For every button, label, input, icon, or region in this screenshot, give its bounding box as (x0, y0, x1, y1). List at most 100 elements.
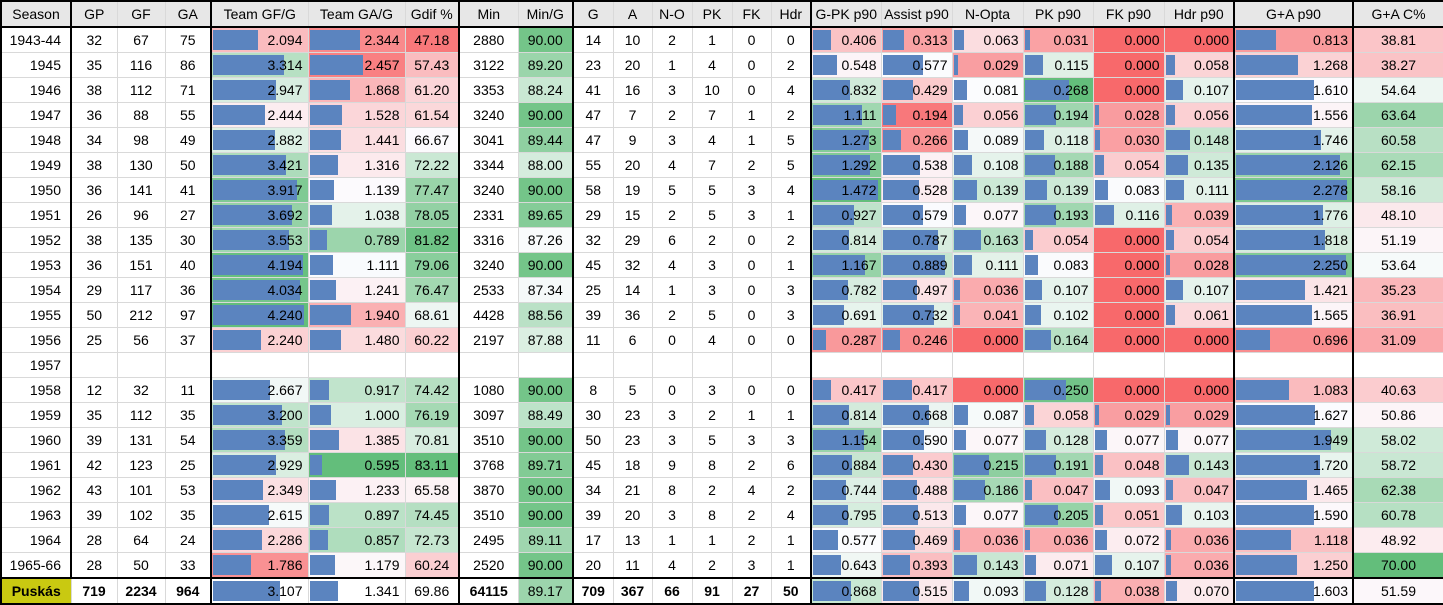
cell-hdr[interactable] (770, 352, 812, 378)
cell-hdr[interactable]: 2 (770, 52, 812, 78)
cell-hdr-p90[interactable]: 0.028 (1163, 252, 1235, 278)
cell-pk-p90[interactable]: 0.107 (1022, 277, 1094, 303)
cell-hdr[interactable]: 5 (770, 152, 812, 178)
cell-n-o[interactable]: 9 (651, 452, 693, 478)
cell-gf[interactable]: 32 (116, 377, 166, 403)
cell-min[interactable]: 3870 (458, 477, 519, 503)
cell-n-opta[interactable]: 0.036 (951, 527, 1024, 553)
cell-n-opta[interactable]: 0.087 (951, 402, 1024, 428)
cell-ga[interactable]: 35 (164, 502, 212, 528)
cell-fk-p90[interactable]: 0.000 (1092, 302, 1165, 328)
cell-pk-p90[interactable]: 0.164 (1022, 327, 1094, 353)
cell-ga-p90[interactable]: 1.083 (1233, 377, 1354, 403)
cell-n-opta[interactable]: 0.077 (951, 427, 1024, 453)
cell-ga-p90[interactable]: 2.126 (1233, 152, 1354, 178)
cell-min[interactable]: 1080 (458, 377, 519, 403)
cell-ga-p90[interactable] (1233, 352, 1354, 378)
cell-assist-p90[interactable]: 0.889 (880, 252, 953, 278)
cell-gp[interactable]: 36 (70, 177, 118, 203)
header-gdif-pct[interactable]: Gdif % (404, 0, 460, 28)
cell-hdr[interactable]: 3 (770, 427, 812, 453)
cell-season[interactable]: 1961 (0, 452, 72, 478)
cell-season[interactable]: 1956 (0, 327, 72, 353)
cell-pk-p90[interactable]: 0.036 (1022, 527, 1094, 553)
cell-team-gfg[interactable]: 3.421 (210, 152, 309, 178)
cell-pk[interactable]: 3 (691, 377, 733, 403)
cell-ga-p90[interactable]: 1.776 (1233, 202, 1354, 228)
cell-ga-c-pct[interactable]: 31.09 (1352, 327, 1443, 353)
cell-gp[interactable]: 34 (70, 127, 118, 153)
cell-fk[interactable]: 0 (731, 377, 772, 403)
cell-min-g[interactable]: 90.00 (517, 177, 574, 203)
cell-min-g[interactable]: 87.26 (517, 227, 574, 253)
cell-pk[interactable]: 5 (691, 177, 733, 203)
cell-ga[interactable]: 55 (164, 102, 212, 128)
cell-n-opta[interactable]: 0.077 (951, 502, 1024, 528)
cell-team-gag[interactable]: 1.940 (307, 302, 406, 328)
cell-pk-p90[interactable]: 0.205 (1022, 502, 1094, 528)
cell-a[interactable]: 15 (612, 202, 653, 228)
cell-a[interactable]: 10 (612, 26, 653, 53)
cell-gf[interactable]: 50 (116, 552, 166, 579)
cell-ga[interactable]: 36 (164, 277, 212, 303)
cell-ga-p90[interactable]: 1.720 (1233, 452, 1354, 478)
cell-ga-c-pct[interactable]: 51.59 (1352, 577, 1443, 605)
cell-team-gfg[interactable]: 2.240 (210, 327, 309, 353)
cell-hdr-p90[interactable]: 0.061 (1163, 302, 1235, 328)
cell-hdr-p90[interactable]: 0.000 (1163, 327, 1235, 353)
cell-gpk-p90[interactable]: 0.548 (810, 52, 882, 78)
cell-min-g[interactable]: 87.88 (517, 327, 574, 353)
cell-fk-p90[interactable]: 0.000 (1092, 277, 1165, 303)
cell-n-o[interactable]: 4 (651, 252, 693, 278)
cell-ga-c-pct[interactable]: 58.16 (1352, 177, 1443, 203)
cell-min[interactable]: 2331 (458, 202, 519, 228)
cell-gf[interactable]: 135 (116, 227, 166, 253)
cell-gp[interactable]: 32 (70, 26, 118, 53)
cell-g[interactable]: 32 (572, 227, 614, 253)
cell-a[interactable]: 6 (612, 327, 653, 353)
cell-ga-c-pct[interactable]: 58.02 (1352, 427, 1443, 453)
cell-min-g[interactable]: 89.71 (517, 452, 574, 478)
cell-n-o[interactable]: 4 (651, 552, 693, 579)
cell-ga-p90[interactable]: 0.813 (1233, 26, 1354, 53)
cell-ga-c-pct[interactable]: 38.27 (1352, 52, 1443, 78)
cell-n-o[interactable]: 3 (651, 77, 693, 103)
header-pk[interactable]: PK (691, 0, 733, 28)
cell-pk[interactable]: 10 (691, 77, 733, 103)
cell-n-opta[interactable]: 0.041 (951, 302, 1024, 328)
cell-ga-p90[interactable]: 1.818 (1233, 227, 1354, 253)
cell-min[interactable]: 3344 (458, 152, 519, 178)
cell-ga[interactable]: 24 (164, 527, 212, 553)
cell-assist-p90[interactable]: 0.246 (880, 327, 953, 353)
cell-assist-p90[interactable]: 0.393 (880, 552, 953, 579)
cell-gp[interactable]: 35 (70, 52, 118, 78)
cell-ga-p90[interactable]: 2.250 (1233, 252, 1354, 278)
cell-fk[interactable]: 3 (731, 177, 772, 203)
cell-team-gag[interactable]: 1.480 (307, 327, 406, 353)
cell-season[interactable]: 1955 (0, 302, 72, 328)
cell-n-opta[interactable]: 0.077 (951, 202, 1024, 228)
header-assist-p90[interactable]: Assist p90 (880, 0, 953, 28)
cell-pk[interactable]: 4 (691, 52, 733, 78)
cell-n-opta[interactable]: 0.000 (951, 377, 1024, 403)
cell-gdif-pct[interactable]: 74.42 (404, 377, 460, 403)
cell-n-o[interactable]: 2 (651, 102, 693, 128)
cell-n-opta[interactable]: 0.093 (951, 577, 1024, 605)
cell-gp[interactable]: 38 (70, 227, 118, 253)
cell-ga-p90[interactable]: 1.627 (1233, 402, 1354, 428)
cell-fk[interactable]: 0 (731, 252, 772, 278)
cell-hdr[interactable]: 4 (770, 77, 812, 103)
cell-gp[interactable]: 35 (70, 402, 118, 428)
cell-g[interactable]: 20 (572, 552, 614, 579)
cell-g[interactable]: 25 (572, 277, 614, 303)
cell-min-g[interactable]: 89.65 (517, 202, 574, 228)
cell-pk[interactable]: 8 (691, 452, 733, 478)
cell-hdr[interactable]: 0 (770, 327, 812, 353)
cell-fk-p90[interactable]: 0.000 (1092, 26, 1165, 53)
cell-ga-p90[interactable]: 1.949 (1233, 427, 1354, 453)
header-team-gag[interactable]: Team GA/G (307, 0, 406, 28)
cell-g[interactable]: 14 (572, 26, 614, 53)
cell-a[interactable] (612, 352, 653, 378)
cell-fk[interactable]: 0 (731, 26, 772, 53)
cell-ga-p90[interactable]: 1.610 (1233, 77, 1354, 103)
